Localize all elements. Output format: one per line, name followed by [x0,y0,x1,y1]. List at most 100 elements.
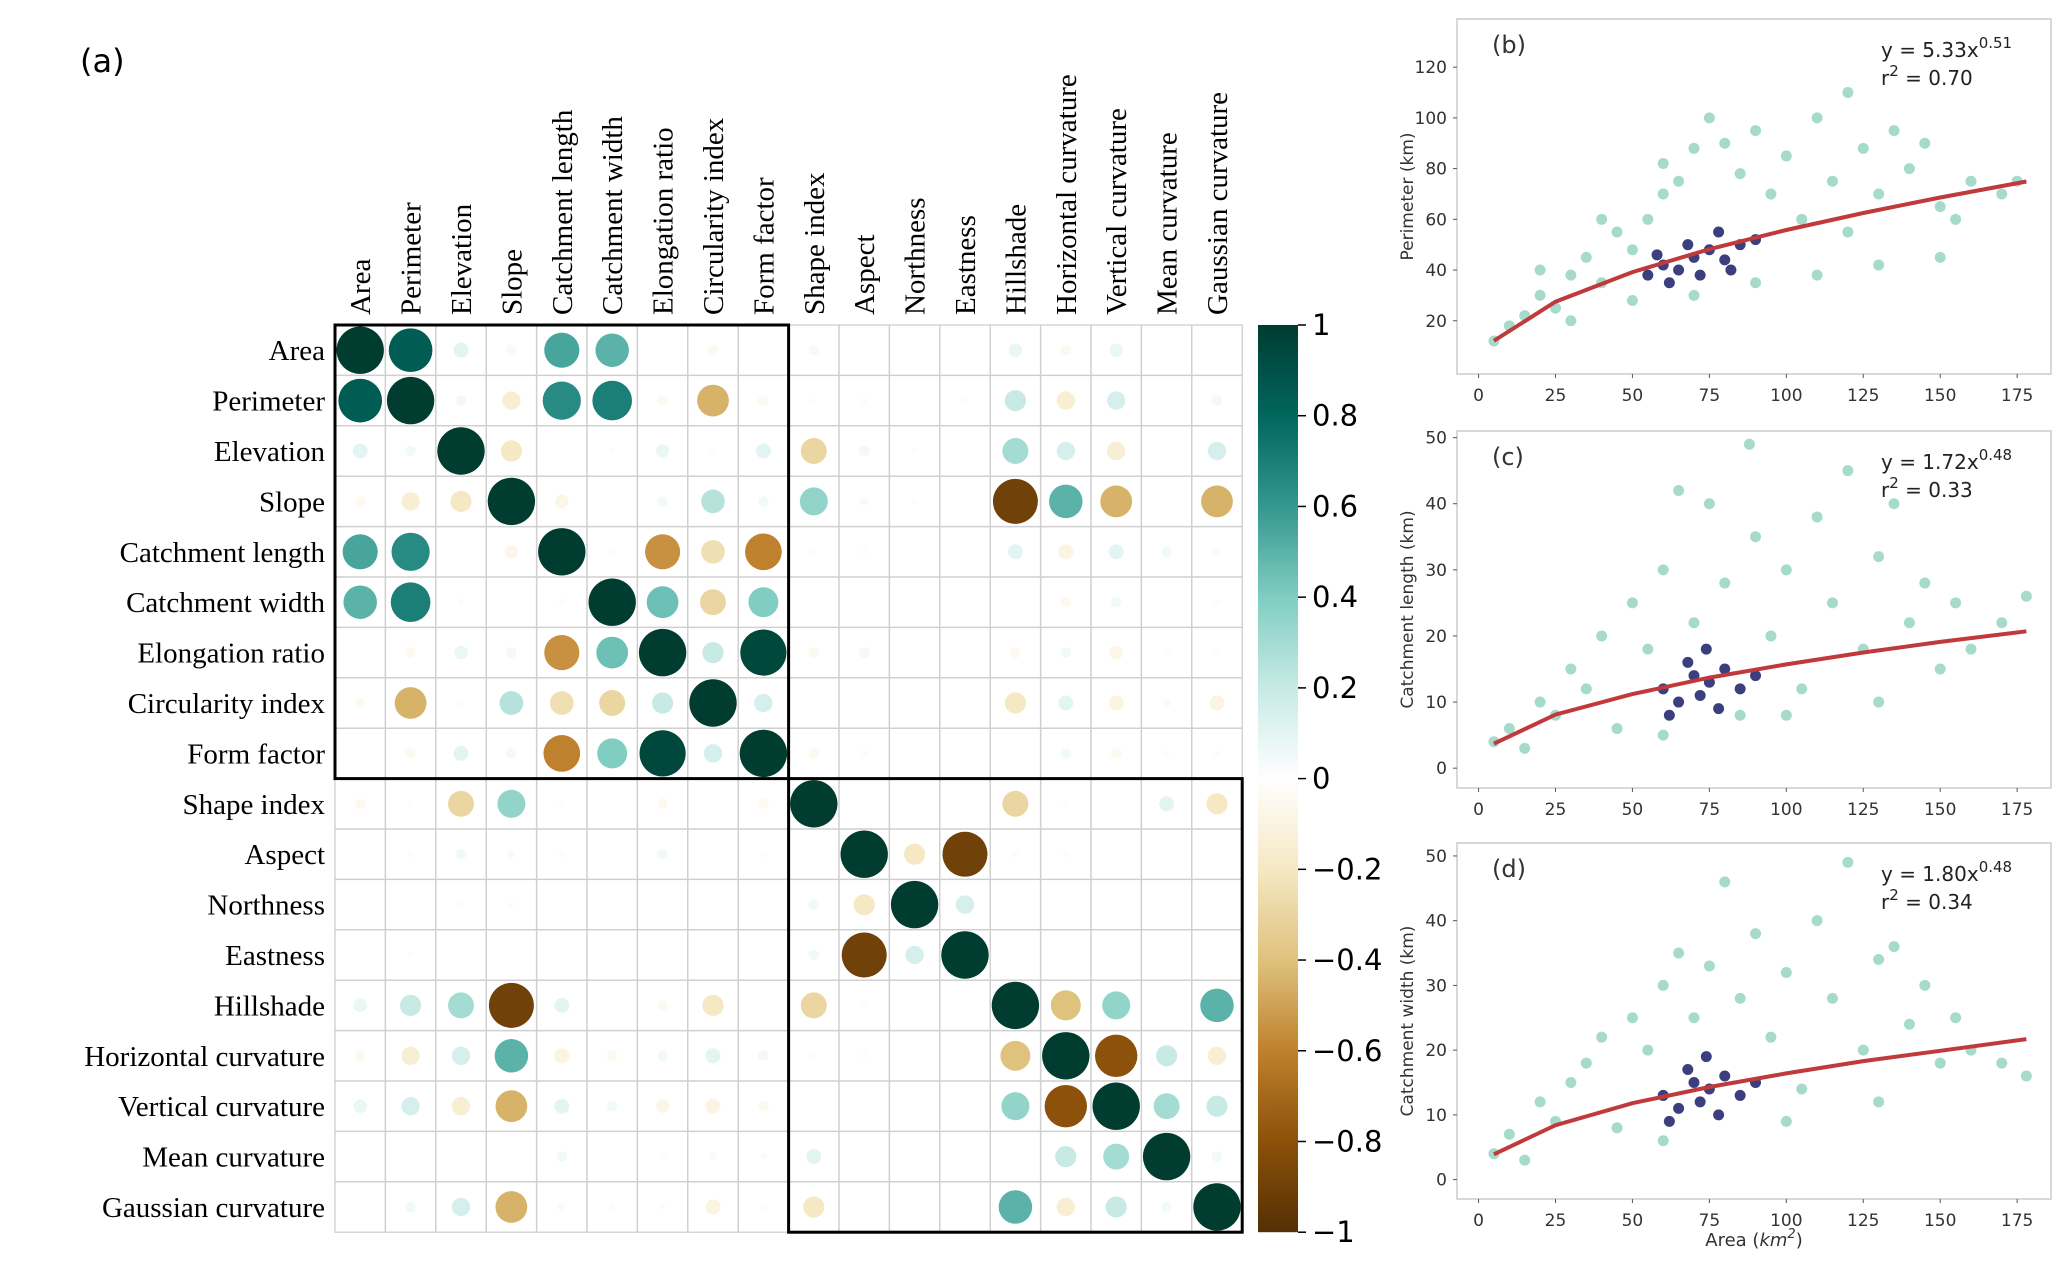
scatter-point [1779,1114,1793,1128]
scatter-point [1533,695,1547,709]
y-tick-label: 60 [1425,210,1447,230]
column-label: Circularity index [698,117,730,315]
cell [939,1029,991,1082]
cell [485,929,538,981]
cell [1191,324,1243,377]
correlation-circle [1001,1092,1030,1121]
correlation-circle [911,447,918,455]
correlation-circle [543,735,581,772]
scatter-point [1918,136,1932,150]
correlation-circle [1207,441,1227,461]
y-tick-label: 0 [1436,1171,1447,1191]
cell [888,727,941,780]
correlation-circle [659,1203,666,1211]
x-tick-label: 100 [1770,1211,1802,1231]
scatter-point [1672,695,1686,709]
y-tick-label: 40 [1425,261,1447,281]
correlation-circle [754,693,773,713]
scatter-point [1872,550,1886,564]
correlation-circle [1200,988,1234,1023]
colorbar-tick-label: −0.4 [1312,943,1382,977]
scatter-point [1693,268,1707,282]
scatter-point [1699,1050,1713,1064]
r2-text: r [1881,66,1890,90]
correlation-circle [558,800,566,808]
scatter-point [1733,708,1747,722]
cell [888,374,941,427]
r2-exponent: 2 [1889,886,1899,904]
scatter-point [1872,953,1886,967]
correlation-circle [758,798,769,810]
cell [737,878,790,931]
correlation-circle [455,848,467,860]
scatter-point [1825,991,1839,1005]
scatter-point [1672,263,1686,277]
correlation-circle [354,697,366,709]
colorbar [1258,325,1298,1233]
correlation-circle [544,635,580,671]
correlation-circle [705,1098,721,1114]
scatter-point [1810,510,1824,524]
correlation-circle [1193,1183,1241,1231]
correlation-circle [1056,441,1075,461]
scatter-point [1856,141,1870,155]
correlation-circle [596,636,629,669]
correlation-circle [494,1039,529,1073]
row-label: Slope [259,486,325,518]
correlation-circle [495,1090,528,1123]
cell [1140,828,1193,881]
x-tick-label: 150 [1924,800,1956,820]
cell [888,1080,941,1133]
scatter-point [1564,1075,1578,1089]
scatter-point [1949,212,1963,226]
scatter-point [1579,250,1593,264]
correlation-circle [1058,544,1074,560]
cell [838,777,891,830]
row-label: Vertical curvature [118,1091,325,1123]
fit-line [1493,629,2027,746]
scatter-point [1795,1082,1809,1096]
cell [687,878,739,931]
correlation-circle [1102,991,1131,1020]
correlation-circle [961,397,969,404]
scatter-point [1825,174,1839,188]
column-label: Mean curvature [1152,132,1184,315]
correlation-circle [646,586,679,619]
correlation-circle [448,992,474,1019]
correlation-circle [942,831,988,877]
colorbar-tick-label: 0 [1312,762,1330,796]
column-label: Perimeter [396,202,428,315]
correlation-circle [992,478,1038,524]
cell [939,525,991,578]
scatter-point [2019,1069,2033,1083]
y-tick-label: 40 [1425,912,1447,932]
correlation-circle [1002,790,1029,817]
correlation-circle [806,1149,822,1165]
y-axis-label: Perimeter (km) [1398,132,1418,260]
scatter-point [1687,1075,1701,1089]
row-label: Form factor [187,738,325,770]
x-tick-label: 50 [1622,1211,1644,1231]
correlation-circle [655,444,670,458]
correlation-circle [697,384,729,417]
scatter-point [1887,940,1901,954]
scatter-point [1687,1011,1701,1025]
r2-exponent: 2 [1889,62,1899,80]
scatter-point [1681,655,1695,669]
correlation-circle [810,397,818,404]
scatter-point [1733,991,1747,1005]
colorbar-tick-label: −1 [1312,1215,1355,1249]
correlation-circle [542,381,581,420]
column-label: Elongation ratio [648,127,680,315]
scatter-point [1702,111,1716,125]
cell [838,576,891,629]
correlation-circle [860,497,869,506]
correlation-circle [1109,645,1123,660]
equation-text: y = 5.33x [1881,38,1979,62]
scatter-point [1779,965,1793,979]
scatter-point [1733,167,1747,181]
cell [1140,878,1193,931]
correlation-circle [808,899,820,910]
correlation-circle [760,1203,767,1211]
cell [939,626,991,679]
